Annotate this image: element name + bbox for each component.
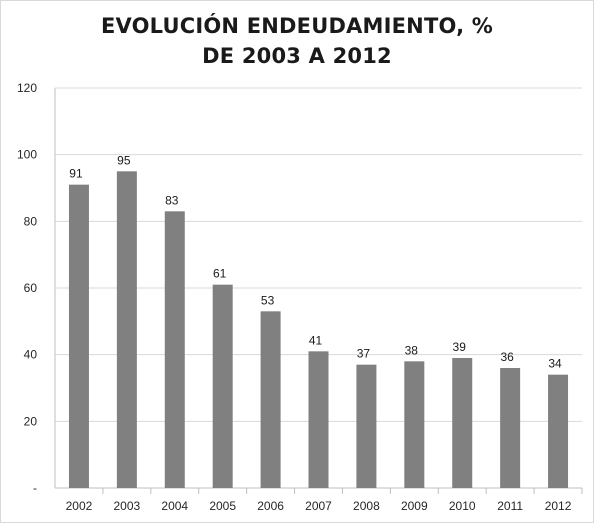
data-label-2011: 36 <box>500 350 514 364</box>
x-tick-label-2007: 2007 <box>305 499 332 513</box>
x-tick-label-2012: 2012 <box>545 499 572 513</box>
bar-2005 <box>212 284 233 488</box>
bar-2003 <box>116 171 137 489</box>
x-tick-label-2011: 2011 <box>497 499 523 513</box>
x-tick-label-2003: 2003 <box>114 499 141 513</box>
bar-2012 <box>548 374 569 488</box>
x-tick-label-2010: 2010 <box>449 499 476 513</box>
x-tick-label-2009: 2009 <box>401 499 428 513</box>
y-tick-label: - <box>33 481 37 495</box>
bars <box>68 171 569 489</box>
bar-2004 <box>164 211 185 489</box>
data-label-2003: 95 <box>117 153 131 167</box>
data-label-2005: 61 <box>213 267 227 281</box>
bar-2010 <box>452 358 473 488</box>
data-label-2006: 53 <box>261 293 275 307</box>
x-tick-label-2002: 2002 <box>66 499 93 513</box>
data-label-2012: 34 <box>548 357 562 371</box>
data-label-2008: 37 <box>357 347 371 361</box>
data-labels: 91 95 83 61 53 41 37 38 39 36 34 <box>69 153 562 370</box>
bar-2008 <box>356 364 377 488</box>
x-tick-labels: 2002 2003 2004 2005 2006 2007 2008 2009 2010 2011… <box>66 499 572 513</box>
x-tick-label-2005: 2005 <box>209 499 236 513</box>
y-tick-labels: - 20 40 60 80 100 120 <box>17 81 37 495</box>
data-label-2010: 39 <box>453 340 467 354</box>
bar-2011 <box>500 368 521 488</box>
x-tick-label-2008: 2008 <box>353 499 380 513</box>
x-tick-label-2006: 2006 <box>257 499 284 513</box>
bar-2009 <box>404 361 425 488</box>
y-tick-label: 20 <box>24 414 38 428</box>
y-tick-label: 40 <box>24 348 38 362</box>
bar-2002 <box>68 184 89 488</box>
y-tick-label: 100 <box>17 148 37 162</box>
x-tick-label-2004: 2004 <box>161 499 188 513</box>
data-label-2002: 91 <box>69 167 83 181</box>
bar-2007 <box>308 351 329 488</box>
y-tick-label: 120 <box>17 81 37 95</box>
data-label-2009: 38 <box>405 343 419 357</box>
y-tick-label: 80 <box>24 214 38 228</box>
chart-title-line-2: DE 2003 A 2012 <box>202 44 392 68</box>
data-label-2004: 83 <box>165 193 179 207</box>
y-tick-label: 60 <box>24 281 38 295</box>
chart-title-line-1: EVOLUCIÓN ENDEUDAMIENTO, % <box>100 14 494 38</box>
bar-2006 <box>260 311 281 488</box>
data-label-2007: 41 <box>309 333 323 347</box>
